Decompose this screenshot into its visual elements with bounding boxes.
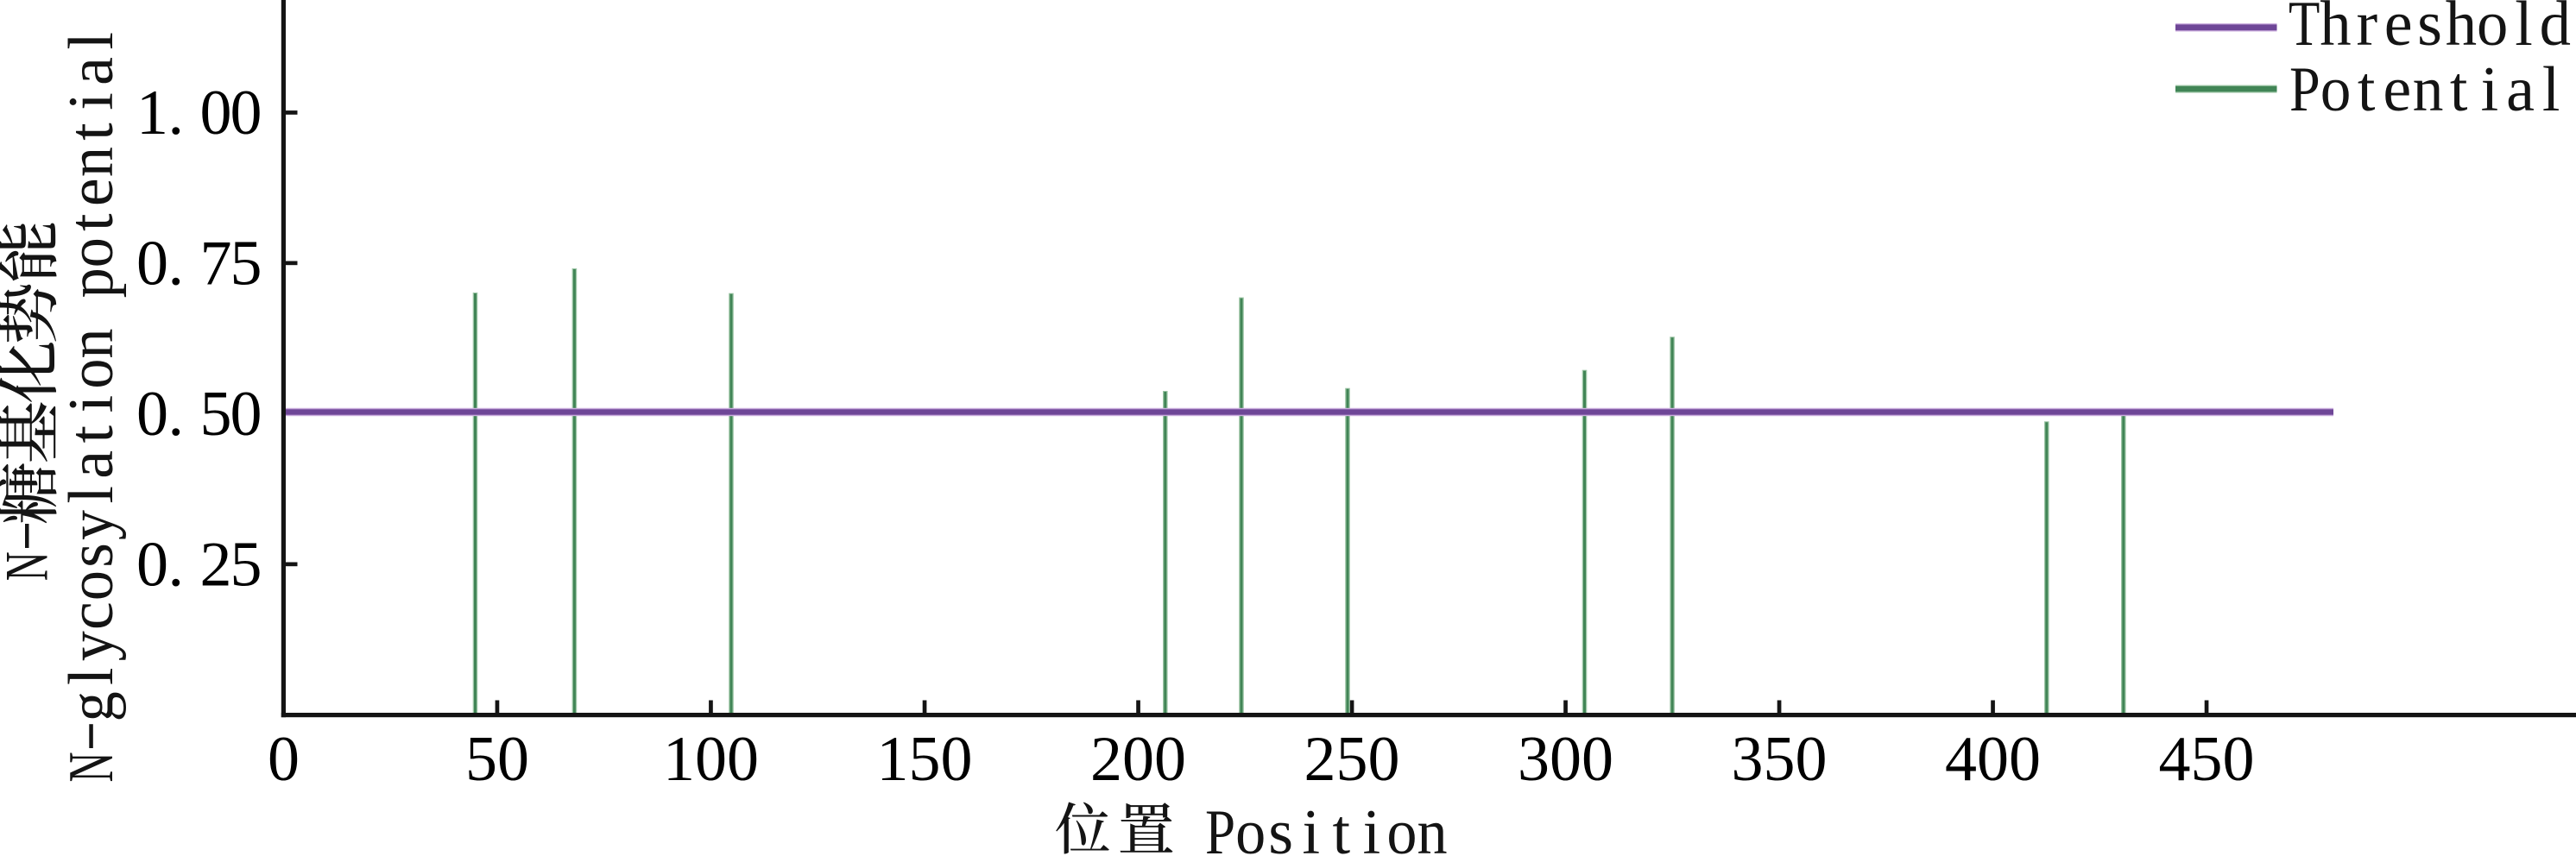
svg-text:0.75: 0.75 xyxy=(136,228,262,299)
svg-text:tetial: tetial xyxy=(2358,54,2560,125)
svg-text:o: o xyxy=(55,359,126,389)
svg-text:p: p xyxy=(55,268,126,298)
svg-text:y: y xyxy=(55,631,126,661)
svg-text:y: y xyxy=(55,510,126,540)
svg-text:1.00: 1.00 xyxy=(136,78,262,148)
svg-text:n: n xyxy=(2413,54,2444,124)
svg-text:h: h xyxy=(2446,0,2477,59)
svg-text:50: 50 xyxy=(465,724,529,795)
svg-text:300: 300 xyxy=(1518,724,1613,795)
svg-text:0.50: 0.50 xyxy=(136,379,262,450)
svg-text:o: o xyxy=(2477,0,2508,59)
svg-text:o: o xyxy=(1386,796,1417,856)
svg-text:N: N xyxy=(55,752,127,782)
svg-text:o: o xyxy=(55,237,126,268)
svg-text:100: 100 xyxy=(663,724,759,795)
svg-text:n: n xyxy=(55,329,126,359)
svg-text:250: 250 xyxy=(1304,724,1400,795)
svg-text:n: n xyxy=(55,147,126,177)
svg-text:T: T xyxy=(2289,0,2320,60)
svg-text:350: 350 xyxy=(1732,724,1828,795)
svg-text:g: g xyxy=(55,691,126,721)
svg-text:200: 200 xyxy=(1090,724,1186,795)
svg-text:P: P xyxy=(1205,796,1235,856)
svg-text:N: N xyxy=(0,551,61,581)
svg-text:h: h xyxy=(2320,0,2351,59)
svg-text:o: o xyxy=(55,570,126,601)
svg-text:n: n xyxy=(1417,796,1448,856)
svg-text:o: o xyxy=(1235,796,1266,856)
svg-text:P: P xyxy=(2289,54,2320,124)
svg-text:0.25: 0.25 xyxy=(136,529,262,600)
svg-text:150: 150 xyxy=(877,724,973,795)
svg-text:0: 0 xyxy=(268,724,300,795)
svg-text:450: 450 xyxy=(2159,724,2255,795)
svg-text:o: o xyxy=(2320,54,2352,124)
svg-text:400: 400 xyxy=(1945,724,2041,795)
svg-text:d: d xyxy=(2540,0,2571,59)
